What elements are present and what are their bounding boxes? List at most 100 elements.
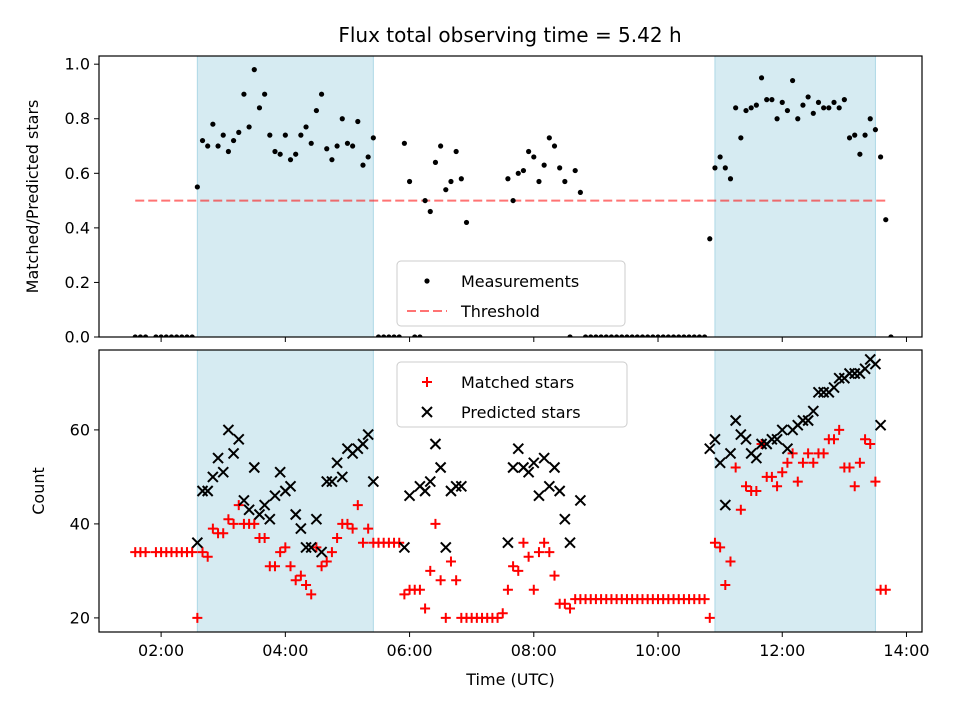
matched-star-marker	[306, 589, 317, 600]
measurement-point	[867, 116, 873, 122]
y-tick-label: 0.6	[65, 164, 90, 183]
predicted-star-marker	[243, 504, 255, 516]
measurement-point	[681, 334, 687, 337]
measurement-point	[406, 178, 413, 185]
measurement-point	[676, 334, 682, 337]
x-tick-label: 10:00	[635, 641, 681, 660]
matched-star-marker	[435, 575, 446, 586]
measurement-point	[287, 157, 294, 163]
predicted-star-marker	[553, 485, 566, 497]
matched-star-marker	[285, 561, 296, 572]
predicted-star-marker	[212, 452, 224, 464]
measurement-point	[168, 334, 175, 337]
plot-area	[132, 67, 894, 337]
measurement-point	[438, 143, 444, 149]
measurement-point	[298, 132, 304, 138]
measurement-point	[541, 162, 547, 168]
measurement-point	[619, 334, 625, 337]
matched-star-marker	[197, 547, 208, 558]
predicted-star-marker	[528, 457, 540, 469]
matched-star-marker	[844, 462, 855, 473]
predicted-star-marker	[817, 386, 830, 399]
predicted-star-marker	[771, 433, 783, 446]
matched-star-marker	[528, 584, 539, 595]
measurement-point	[645, 334, 651, 337]
measurement-point	[758, 75, 765, 81]
matched-star-marker	[399, 589, 410, 600]
matched-star-marker	[502, 584, 513, 595]
measurement-point	[324, 146, 330, 152]
measurement-point	[350, 143, 356, 149]
predicted-star-marker	[326, 475, 338, 488]
predicted-star-marker	[367, 475, 380, 488]
measurement-point	[205, 143, 211, 149]
measurement-point	[174, 334, 180, 337]
measurement-point	[836, 105, 842, 111]
matched-star-marker	[420, 603, 431, 614]
predicted-star-marker	[248, 461, 260, 474]
measurement-point	[546, 135, 552, 141]
measurement-point	[722, 165, 728, 171]
predicted-star-marker	[729, 414, 742, 427]
measurement-point	[251, 67, 257, 73]
measurement-point	[769, 97, 775, 103]
y-tick-label: 60	[70, 420, 90, 439]
measurement-point	[463, 219, 470, 226]
measurement-point	[686, 334, 692, 337]
measurement-point	[551, 143, 558, 149]
predicted-star-marker	[874, 419, 887, 431]
measurement-point	[526, 148, 532, 155]
predicted-star-marker	[849, 367, 861, 380]
axes-frame	[98, 55, 923, 338]
predicted-star-marker	[238, 494, 250, 507]
matched-star-marker	[497, 608, 508, 619]
predicted-star-marker	[258, 499, 271, 511]
matched-star-marker	[202, 551, 213, 562]
predicted-star-marker	[797, 414, 809, 427]
measurement-point	[189, 334, 195, 337]
legend-marker-matched	[422, 377, 432, 387]
predicted-star-marker	[403, 489, 416, 502]
y-tick-label: 0.8	[65, 109, 90, 128]
matched-star-marker	[280, 542, 291, 553]
matched-star-marker	[870, 476, 881, 487]
measurement-point	[210, 121, 216, 127]
matched-star-marker	[218, 528, 229, 539]
legend: Matched stars Predicted stars	[396, 361, 628, 428]
measurement-point	[598, 334, 604, 337]
matched-star-marker	[518, 537, 529, 548]
matched-star-marker	[451, 575, 462, 586]
measurement-point	[194, 184, 200, 190]
predicted-star-marker	[833, 372, 845, 384]
measurement-point	[639, 334, 646, 337]
measurement-point	[293, 151, 299, 157]
predicted-star-marker	[869, 358, 882, 370]
matched-star-marker	[249, 518, 260, 529]
matched-star-marker	[523, 551, 534, 562]
matched-star-marker	[772, 481, 783, 492]
measurement-point	[277, 151, 283, 157]
measurement-point	[448, 178, 454, 185]
measurement-point	[246, 124, 252, 130]
measurement-point	[520, 167, 527, 174]
axes-frame	[98, 349, 923, 633]
matched-star-marker	[352, 500, 363, 511]
predicted-star-marker	[357, 438, 369, 450]
matched-star-marker	[777, 467, 788, 478]
predicted-star-marker	[564, 536, 576, 549]
measurement-point	[381, 334, 387, 337]
y-tick-label: 0.2	[65, 273, 90, 292]
predicted-star-marker	[191, 536, 204, 549]
matched-star-marker	[321, 556, 332, 567]
matched-star-marker	[414, 584, 425, 595]
matched-star-marker	[834, 424, 845, 435]
predicted-star-marker	[543, 480, 556, 493]
matched-star-marker	[301, 580, 312, 590]
measurement-point	[531, 154, 537, 160]
measurement-point	[562, 178, 568, 185]
matched-star-marker	[808, 457, 819, 468]
legend-label: Measurements	[461, 272, 579, 291]
measurement-point	[753, 102, 759, 108]
matched-star-marker	[766, 471, 777, 482]
measurement-point	[272, 148, 278, 155]
